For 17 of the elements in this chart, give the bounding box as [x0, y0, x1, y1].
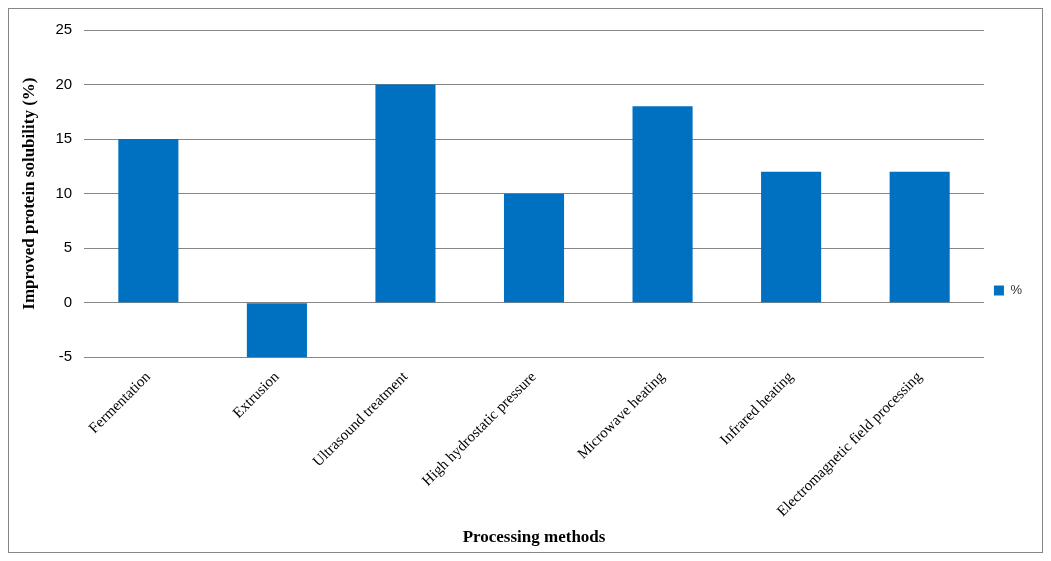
bar	[503, 193, 565, 303]
y-tick-label: 10	[55, 183, 73, 201]
bar	[761, 171, 822, 303]
y-tick-label: 5	[63, 238, 73, 256]
bar	[375, 84, 436, 303]
y-tick-label: 20	[55, 74, 73, 92]
bar	[889, 171, 950, 303]
bar	[246, 303, 307, 358]
y-tick-label: -5	[58, 347, 73, 365]
legend-label: %	[1010, 282, 1023, 298]
y-axis-title: Improved protein solubility (%)	[18, 77, 38, 310]
bar	[118, 139, 179, 303]
y-tick-label: 15	[55, 129, 73, 147]
y-tick-label: 25	[55, 20, 73, 38]
x-axis-title: Processing methods	[462, 527, 606, 547]
bar	[632, 106, 693, 303]
y-tick-label: 0	[63, 292, 73, 310]
